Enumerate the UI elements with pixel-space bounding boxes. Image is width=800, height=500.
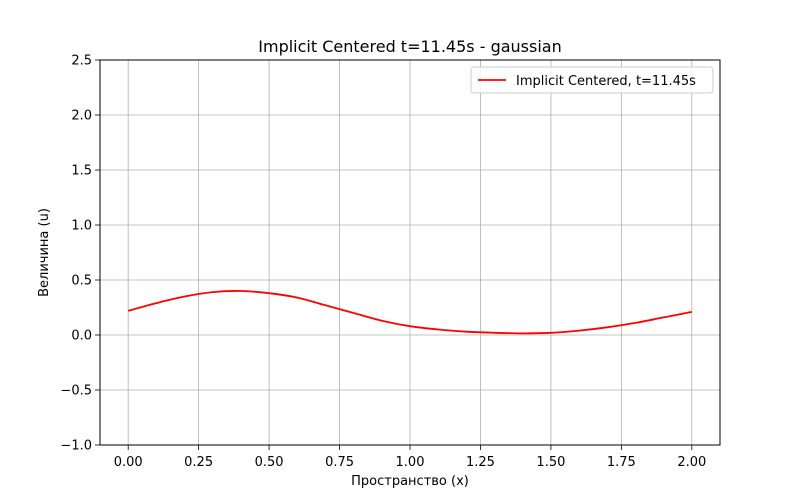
series-layer xyxy=(127,290,692,335)
y-tick-label: 2.0 xyxy=(71,109,92,124)
y-tick-label: 1.0 xyxy=(71,219,92,234)
x-tick-label: 0.50 xyxy=(255,455,284,470)
legend: Implicit Centered, t=11.45s xyxy=(470,66,714,94)
x-tick-label: 0.75 xyxy=(325,455,354,470)
x-tick-label: 2.00 xyxy=(677,455,706,470)
y-tick-label: −1.0 xyxy=(60,439,92,454)
x-tick-label: 0.00 xyxy=(114,455,143,470)
chart-title: Implicit Centered t=11.45s - gaussian xyxy=(258,37,561,56)
y-tick-label: −0.5 xyxy=(60,384,92,399)
x-tick-label: 1.25 xyxy=(466,455,495,470)
y-tick-label: 1.5 xyxy=(71,164,92,179)
ticks: 0.00 0.25 0.50 0.75 1.00 1.25 1.50 1.75 2.00 −1.0… xyxy=(60,54,706,471)
y-axis-label: Величина (u) xyxy=(37,208,52,297)
x-tick-label: 1.75 xyxy=(607,455,636,470)
x-tick-label: 1.50 xyxy=(536,455,565,470)
x-axis-label: Пространство (x) xyxy=(351,474,469,489)
y-tick-label: 2.5 xyxy=(71,54,92,69)
y-tick-label: 0.5 xyxy=(71,274,92,289)
legend-entry-label: Implicit Centered, t=11.45s xyxy=(516,74,696,89)
x-tick-label: 0.25 xyxy=(184,455,213,470)
legend-box xyxy=(470,66,714,94)
x-tick-label: 1.00 xyxy=(396,455,425,470)
y-tick-label: 0.0 xyxy=(71,329,92,344)
series-line xyxy=(127,290,692,335)
